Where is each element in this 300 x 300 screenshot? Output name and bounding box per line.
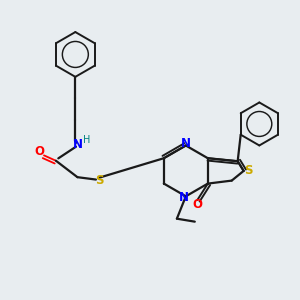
- Text: H: H: [83, 135, 90, 145]
- Text: N: N: [179, 191, 189, 204]
- Text: O: O: [192, 198, 203, 211]
- Text: N: N: [181, 137, 191, 150]
- Text: S: S: [244, 164, 252, 177]
- Text: N: N: [73, 138, 83, 151]
- Text: O: O: [34, 145, 44, 158]
- Text: S: S: [95, 174, 103, 187]
